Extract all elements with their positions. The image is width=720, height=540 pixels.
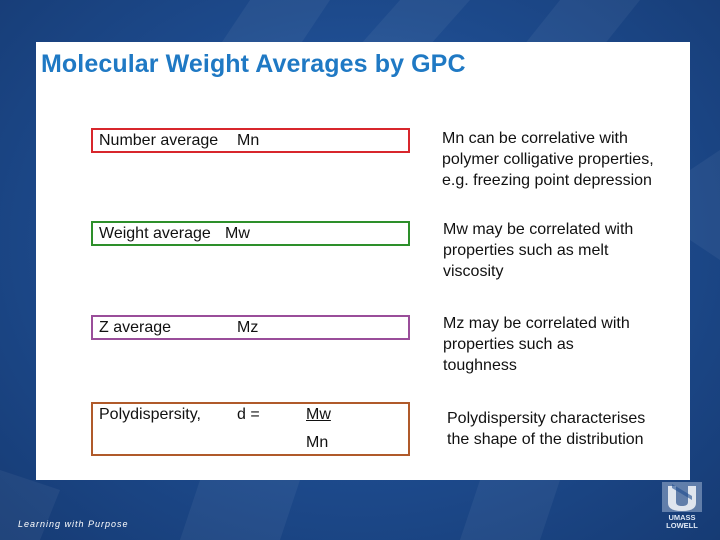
logo-text: UMASS LOWELL (661, 514, 703, 530)
z-average-symbol: Mz (237, 319, 259, 336)
slide-content: Molecular Weight Averages by GPC Number … (36, 42, 690, 480)
weight-average-label: Weight average (99, 225, 211, 242)
description-line: Mz may be correlated with (443, 315, 630, 332)
logo-text-top: UMASS (668, 513, 696, 522)
polydispersity-box: Polydispersity, d = Mw Mn (91, 402, 410, 456)
polydispersity-label: Polydispersity, (99, 406, 201, 423)
slide-title: Molecular Weight Averages by GPC (41, 50, 466, 78)
number-average-symbol: Mn (237, 132, 260, 149)
description-line: Polydispersity characterises (447, 410, 646, 427)
weight-average-symbol: Mw (225, 225, 250, 242)
weight-average-box: Weight average Mw (91, 221, 410, 246)
number-average-label: Number average (99, 132, 219, 149)
description-line: the shape of the distribution (447, 431, 644, 448)
z-average-label: Z average (99, 319, 172, 336)
z-average-box: Z average Mz (91, 315, 410, 340)
logo-text-bottom: LOWELL (666, 521, 698, 530)
z-average-description: Mz may be correlated with properties suc… (443, 313, 667, 376)
polydispersity-denominator: Mn (306, 434, 329, 451)
description-line: properties such as melt (443, 242, 609, 259)
description-line: properties such as (443, 336, 574, 353)
description-line: toughness (443, 357, 517, 374)
description-line: Mw may be correlated with (443, 221, 634, 238)
description-line: viscosity (443, 263, 504, 280)
polydispersity-numerator: Mw (306, 406, 331, 423)
polydispersity-symbol: d = (237, 406, 260, 423)
umass-lowell-emblem-icon (662, 482, 702, 512)
footer-tagline: Learning with Purpose (18, 519, 129, 529)
number-average-box: Number average Mn (91, 128, 410, 153)
number-average-description: Mn can be correlative with polymer colli… (442, 128, 672, 191)
description-line: Mn can be correlative with (442, 130, 628, 147)
description-line: e.g. freezing point depression (442, 172, 652, 189)
polydispersity-description: Polydispersity characterises the shape o… (447, 408, 671, 450)
weight-average-description: Mw may be correlated with properties suc… (443, 219, 673, 282)
description-line: polymer colligative properties, (442, 151, 654, 168)
